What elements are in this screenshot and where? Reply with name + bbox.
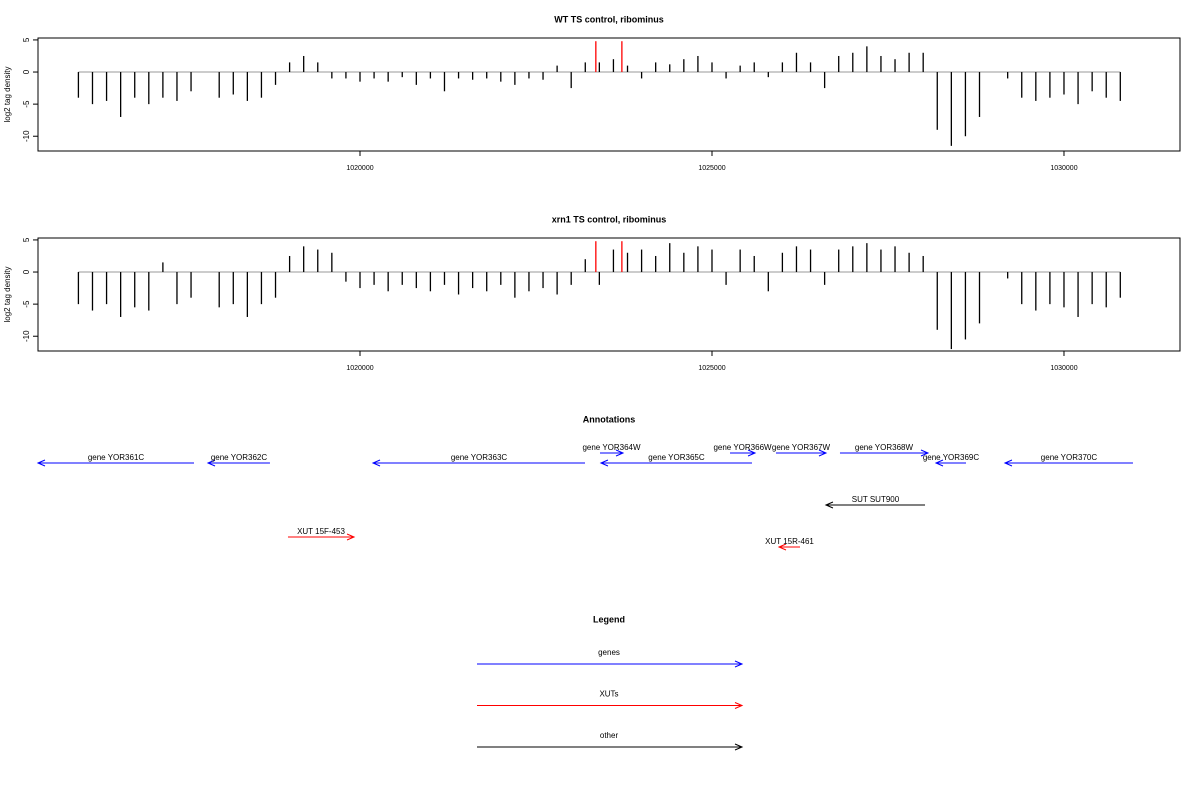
x-tick-label: 1030000 bbox=[1050, 165, 1077, 172]
feature-arrow bbox=[36, 459, 195, 467]
feature-arrow bbox=[824, 501, 926, 509]
legend-arrow bbox=[477, 702, 744, 709]
feature-label: gene YOR369C bbox=[923, 453, 980, 462]
y-tick-label: 0 bbox=[22, 69, 31, 74]
feature-label: SUT SUT900 bbox=[852, 495, 900, 504]
feature-arrow bbox=[371, 459, 585, 467]
legend-title: Legend bbox=[593, 614, 625, 624]
y-tick-label: -10 bbox=[22, 130, 31, 142]
legend-label: genes bbox=[598, 648, 620, 657]
feature-arrow bbox=[839, 449, 930, 457]
y-tick-label: -10 bbox=[22, 330, 31, 342]
legend-arrow bbox=[477, 660, 744, 668]
feature-arrow bbox=[599, 449, 625, 457]
y-axis-label: log2 tag density bbox=[3, 266, 12, 322]
feature-arrow bbox=[599, 459, 752, 467]
feature-arrow bbox=[934, 459, 966, 467]
y-tick-label: 5 bbox=[22, 37, 31, 42]
feature-label: gene YOR362C bbox=[211, 453, 268, 462]
feature-label: gene YOR368W bbox=[855, 443, 914, 452]
x-tick-label: 1030000 bbox=[1050, 365, 1077, 372]
plot-frame bbox=[37, 237, 1181, 352]
feature-label: XUT 15R-461 bbox=[765, 537, 814, 546]
feature-label: gene YOR366W bbox=[713, 443, 772, 452]
feature-label: gene YOR361C bbox=[88, 453, 145, 462]
feature-arrow bbox=[206, 459, 270, 467]
y-tick-label: 5 bbox=[22, 237, 31, 242]
feature-label: gene YOR367W bbox=[772, 443, 831, 452]
feature-arrow bbox=[730, 449, 757, 457]
feature-label: gene YOR370C bbox=[1041, 453, 1098, 462]
y-tick-label: -5 bbox=[22, 300, 31, 308]
legend-arrow bbox=[477, 743, 744, 751]
feature-arrow bbox=[777, 543, 800, 551]
feature-arrow bbox=[775, 449, 828, 457]
y-tick-label: -5 bbox=[22, 100, 31, 108]
plot-frame bbox=[37, 37, 1181, 152]
feature-label: gene YOR365C bbox=[648, 453, 705, 462]
legend-label: XUTs bbox=[599, 690, 618, 699]
chart-title: WT TS control, ribominus bbox=[554, 14, 664, 24]
x-tick-label: 1020000 bbox=[346, 365, 373, 372]
feature-label: gene YOR364W bbox=[582, 443, 641, 452]
annotations-title: Annotations bbox=[583, 414, 636, 424]
feature-label: XUT 15F-453 bbox=[297, 527, 345, 536]
feature-label: gene YOR363C bbox=[451, 453, 508, 462]
x-tick-label: 1020000 bbox=[346, 165, 373, 172]
feature-arrow bbox=[1003, 459, 1133, 467]
y-axis-label: log2 tag density bbox=[3, 66, 12, 122]
feature-arrow bbox=[287, 533, 356, 541]
x-tick-label: 1025000 bbox=[698, 165, 725, 172]
y-tick-label: 0 bbox=[22, 269, 31, 274]
x-tick-label: 1025000 bbox=[698, 365, 725, 372]
chart-title: xrn1 TS control, ribominus bbox=[552, 214, 667, 224]
legend-label: other bbox=[600, 731, 619, 740]
